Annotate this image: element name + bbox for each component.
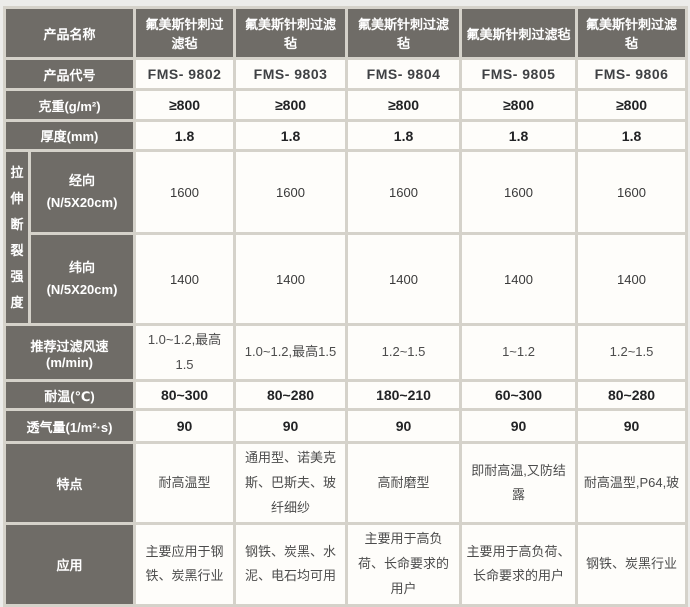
features-value: 耐高温型	[136, 444, 234, 523]
row-label-warp: 经向 (N/5X20cm)	[31, 152, 134, 232]
features-value: 即耐高温,又防结露	[462, 444, 576, 523]
filter-speed-value: 1.0~1.2,最高1.5	[136, 326, 234, 380]
temperature-value: 60~300	[462, 382, 576, 409]
thickness-value: 1.8	[236, 122, 346, 149]
row-label-product-code: 产品代号	[6, 60, 134, 88]
permeability-value: 90	[236, 411, 346, 442]
row-label-weight: 克重(g/m²)	[6, 91, 134, 119]
row-permeability: 透气量(1/m²·s) 90 90 90 90 90	[6, 411, 686, 442]
row-label-features: 特点	[6, 444, 134, 523]
warp-strength-value: 1600	[578, 152, 686, 232]
weight-value: ≥800	[348, 91, 460, 119]
row-weight: 克重(g/m²) ≥800 ≥800 ≥800 ≥800 ≥800	[6, 91, 686, 119]
weight-value: ≥800	[462, 91, 576, 119]
application-value: 主要用于高负荷、长命要求的用户	[462, 525, 576, 604]
temperature-value: 80~280	[578, 382, 686, 409]
filter-speed-value: 1.0~1.2,最高1.5	[236, 326, 346, 380]
product-code-value: FMS- 9805	[462, 60, 576, 88]
thickness-value: 1.8	[136, 122, 234, 149]
weft-strength-value: 1400	[462, 235, 576, 323]
product-code-value: FMS- 9802	[136, 60, 234, 88]
warp-strength-value: 1600	[462, 152, 576, 232]
application-value: 主要应用于钢铁、炭黑行业	[136, 525, 234, 604]
warp-strength-value: 1600	[348, 152, 460, 232]
product-name-value: 氟美斯针刺过滤毡	[136, 9, 234, 57]
row-features: 特点 耐高温型 通用型、诺美克斯、巴斯夫、玻纤细纱 高耐磨型 即耐高温,又防结露…	[6, 444, 686, 523]
row-application: 应用 主要应用于钢铁、炭黑行业 钢铁、炭黑、水泥、电石均可用 主要用于高负荷、长…	[6, 525, 686, 604]
temperature-value: 180~210	[348, 382, 460, 409]
row-filter-speed: 推荐过滤风速(m/min) 1.0~1.2,最高1.5 1.0~1.2,最高1.…	[6, 326, 686, 380]
application-value: 主要用于高负荷、长命要求的用户	[348, 525, 460, 604]
row-label-filter-speed: 推荐过滤风速(m/min)	[6, 326, 134, 380]
filter-speed-value: 1.2~1.5	[578, 326, 686, 380]
row-label-thickness: 厚度(mm)	[6, 122, 134, 149]
product-code-value: FMS- 9804	[348, 60, 460, 88]
warp-strength-value: 1600	[236, 152, 346, 232]
row-temperature: 耐温(℃) 80~300 80~280 180~210 60~300 80~28…	[6, 382, 686, 409]
application-value: 钢铁、炭黑行业	[578, 525, 686, 604]
permeability-value: 90	[578, 411, 686, 442]
filter-speed-value: 1~1.2	[462, 326, 576, 380]
thickness-value: 1.8	[462, 122, 576, 149]
thickness-value: 1.8	[348, 122, 460, 149]
weft-strength-value: 1400	[136, 235, 234, 323]
row-product-name: 产品名称 氟美斯针刺过滤毡 氟美斯针刺过滤毡 氟美斯针刺过滤毡 氟美斯针刺过滤毡…	[6, 9, 686, 57]
row-label-permeability: 透气量(1/m²·s)	[6, 411, 134, 442]
weight-value: ≥800	[578, 91, 686, 119]
permeability-value: 90	[136, 411, 234, 442]
product-name-value: 氟美斯针刺过滤毡	[236, 9, 346, 57]
application-value: 钢铁、炭黑、水泥、电石均可用	[236, 525, 346, 604]
features-value: 通用型、诺美克斯、巴斯夫、玻纤细纱	[236, 444, 346, 523]
row-tensile-warp: 拉伸断裂强度 经向 (N/5X20cm) 1600 1600 1600 1600…	[6, 152, 686, 323]
temperature-value: 80~280	[236, 382, 346, 409]
permeability-value: 90	[348, 411, 460, 442]
row-tensile-weft: 纬向 (N/5X20cm) 1400 1400 1400 1400 1400	[6, 235, 686, 323]
row-product-code: 产品代号 FMS- 9802 FMS- 9803 FMS- 9804 FMS- …	[6, 60, 686, 88]
product-name-value: 氟美斯针刺过滤毡	[462, 9, 576, 57]
product-name-value: 氟美斯针刺过滤毡	[578, 9, 686, 57]
row-thickness: 厚度(mm) 1.8 1.8 1.8 1.8 1.8	[6, 122, 686, 149]
temperature-value: 80~300	[136, 382, 234, 409]
product-code-value: FMS- 9803	[236, 60, 346, 88]
row-label-product-name: 产品名称	[6, 9, 134, 57]
weight-value: ≥800	[136, 91, 234, 119]
weft-strength-value: 1400	[578, 235, 686, 323]
product-spec-table: 产品名称 氟美斯针刺过滤毡 氟美斯针刺过滤毡 氟美斯针刺过滤毡 氟美斯针刺过滤毡…	[3, 6, 689, 607]
product-code-value: FMS- 9806	[578, 60, 686, 88]
weft-strength-value: 1400	[348, 235, 460, 323]
features-value: 高耐磨型	[348, 444, 460, 523]
product-name-value: 氟美斯针刺过滤毡	[348, 9, 460, 57]
row-label-weft: 纬向 (N/5X20cm)	[31, 235, 134, 323]
tensile-group-label: 拉伸断裂强度	[6, 152, 28, 323]
features-value: 耐高温型,P64,玻	[578, 444, 686, 523]
weight-value: ≥800	[236, 91, 346, 119]
thickness-value: 1.8	[578, 122, 686, 149]
weft-strength-value: 1400	[236, 235, 346, 323]
warp-strength-value: 1600	[136, 152, 234, 232]
row-label-application: 应用	[6, 525, 134, 604]
row-label-temperature: 耐温(℃)	[6, 382, 134, 409]
filter-speed-value: 1.2~1.5	[348, 326, 460, 380]
permeability-value: 90	[462, 411, 576, 442]
